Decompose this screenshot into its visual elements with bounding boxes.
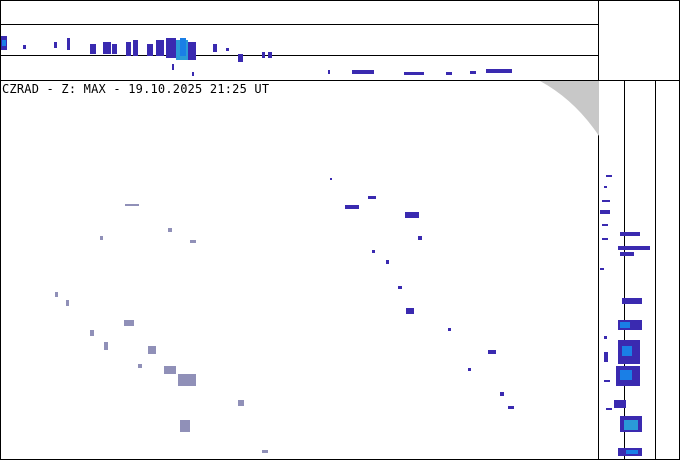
- echo-cell: [602, 238, 608, 240]
- echo-cell: [168, 228, 172, 232]
- echo-cell: [148, 346, 156, 354]
- map-title: CZRAD - Z: MAX - 19.10.2025 21:25 UT: [2, 82, 270, 96]
- echo-cell: [138, 364, 142, 368]
- echo-cell: [262, 52, 265, 58]
- echo-cell: [178, 374, 196, 386]
- echo-cell: [620, 252, 634, 256]
- echo-cell: [386, 260, 389, 264]
- echo-cell: [448, 328, 451, 331]
- echo-cell: [192, 72, 194, 76]
- echo-cell: [602, 200, 610, 202]
- echo-cell: [328, 70, 330, 74]
- echo-cell: [133, 40, 138, 56]
- echo-cell: [614, 400, 626, 408]
- echo-cell: [468, 368, 471, 371]
- echo-cell: [172, 64, 174, 70]
- top-projection-panel: [0, 0, 599, 81]
- echo-cell: [103, 42, 111, 54]
- echo-cell: [190, 240, 196, 243]
- echo-cell: [345, 205, 359, 209]
- echo-cell: [180, 38, 186, 56]
- echo-cell: [622, 346, 632, 356]
- side-panel-left-line: [624, 80, 625, 460]
- echo-cell: [262, 450, 268, 453]
- main-map-echoes: [55, 204, 268, 453]
- echo-cell: [164, 366, 176, 374]
- echo-cell: [368, 196, 376, 199]
- echo-cell: [66, 300, 69, 306]
- corner-panel: [598, 0, 680, 81]
- echo-cell: [166, 38, 176, 58]
- echo-cell: [606, 175, 612, 177]
- top-panel-upper-line: [0, 24, 599, 25]
- echo-cell: [23, 45, 26, 49]
- echo-cell: [126, 42, 131, 56]
- top-panel-lower-line: [0, 55, 599, 56]
- echo-cell: [238, 54, 243, 62]
- echo-cell: [406, 308, 414, 314]
- echo-cell: [486, 69, 512, 73]
- echo-cell: [404, 72, 424, 75]
- echo-cell: [2, 40, 6, 46]
- echo-cell: [606, 408, 612, 410]
- echo-cell: [500, 392, 504, 396]
- echo-cell: [330, 178, 332, 180]
- echo-cell: [604, 186, 607, 188]
- echo-cell: [156, 40, 164, 56]
- echo-cell: [618, 246, 650, 250]
- echo-cell: [90, 330, 94, 336]
- echo-cell: [405, 212, 419, 218]
- east-echoes: [330, 178, 514, 409]
- echo-cell: [238, 400, 244, 406]
- echo-cell: [226, 48, 229, 51]
- echo-cell: [372, 250, 375, 253]
- echo-cell: [67, 38, 70, 50]
- echo-cell: [418, 236, 422, 240]
- side-projection-echoes: [600, 175, 650, 456]
- echo-cell: [622, 298, 642, 304]
- echo-cell: [470, 71, 476, 74]
- echo-cell: [620, 370, 632, 380]
- echo-cell: [104, 342, 108, 350]
- echo-cell: [624, 420, 638, 430]
- echo-cell: [508, 406, 514, 409]
- echo-cell: [213, 44, 217, 52]
- echo-cell: [600, 210, 610, 214]
- echo-cell: [488, 350, 496, 354]
- echo-cell: [54, 42, 57, 48]
- echo-cell: [124, 320, 134, 326]
- echo-cell: [112, 44, 117, 54]
- echo-cell: [147, 44, 153, 56]
- echo-cell: [352, 70, 374, 74]
- echo-cell: [620, 322, 630, 328]
- echo-cell: [602, 224, 608, 226]
- echo-cell: [55, 292, 58, 297]
- echo-cell: [620, 232, 640, 236]
- echo-cell: [398, 286, 402, 289]
- top-projection-echoes: [1, 36, 512, 76]
- echo-cell: [446, 72, 452, 75]
- echo-cell: [600, 268, 604, 270]
- echo-cell: [604, 380, 610, 382]
- echo-cell: [626, 450, 638, 454]
- echo-cell: [604, 336, 607, 339]
- echo-cell: [268, 52, 272, 58]
- echo-cell: [604, 352, 608, 362]
- echo-cell: [100, 236, 103, 240]
- echo-cell: [188, 42, 196, 60]
- echo-cell: [180, 420, 190, 432]
- echo-cell: [90, 44, 96, 54]
- out-of-range-area: [540, 81, 599, 136]
- side-panel-right-line: [655, 80, 656, 460]
- echo-cell: [125, 204, 139, 206]
